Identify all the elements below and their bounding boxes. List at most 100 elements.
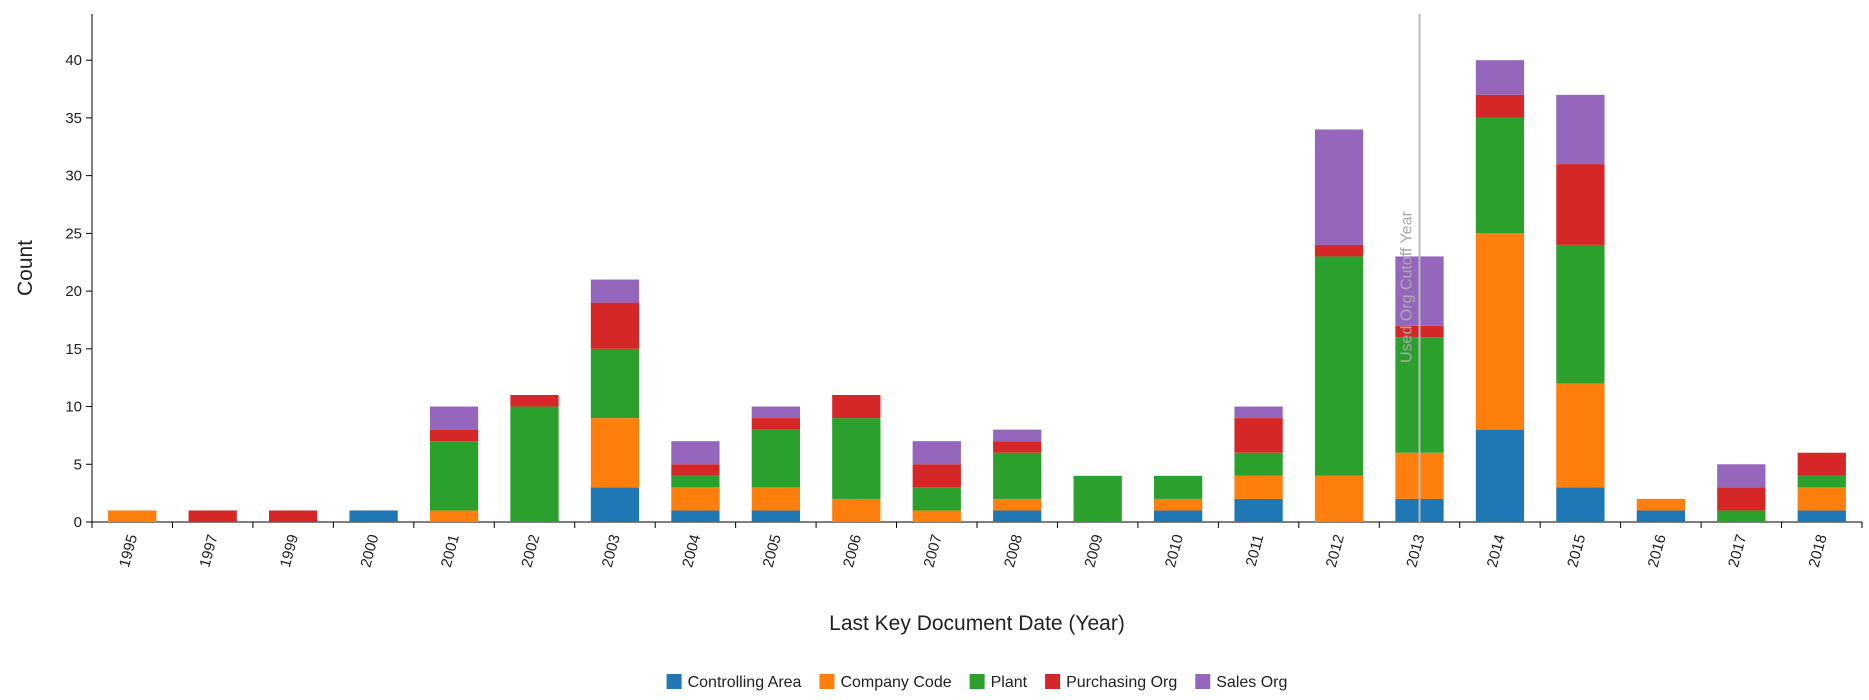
y-tick-label: 30 <box>65 168 82 185</box>
bar-segment <box>1475 429 1525 522</box>
bar-segment <box>751 406 800 419</box>
bar-segment <box>1717 464 1766 488</box>
bar-segment <box>993 429 1042 442</box>
bar-segment <box>590 279 640 303</box>
bar-segment <box>671 510 720 522</box>
x-tick-label: 2006 <box>840 533 865 570</box>
x-tick-label: 2013 <box>1403 533 1428 570</box>
legend-swatch <box>1045 674 1061 689</box>
legend-swatch <box>666 674 682 689</box>
bar-segment <box>429 441 479 511</box>
bar-segment <box>832 418 881 499</box>
x-tick-label: 2009 <box>1081 533 1106 570</box>
bar-segment <box>429 406 479 430</box>
y-tick-label: 5 <box>74 456 82 473</box>
x-tick-label: 2016 <box>1645 533 1670 570</box>
annotation-label: Used Org Cutoff Year <box>1399 211 1416 363</box>
bar-segment <box>912 464 961 488</box>
bar-segment <box>832 395 881 419</box>
y-tick-label: 20 <box>65 283 82 300</box>
bar-segment <box>1797 510 1846 522</box>
bar-segment <box>1475 117 1525 234</box>
bar-segment <box>671 464 720 476</box>
bar-segment <box>671 487 720 511</box>
bar-segment <box>1636 498 1685 511</box>
y-tick-label: 25 <box>65 225 82 242</box>
x-tick-label: 2001 <box>438 533 463 570</box>
bar-segment <box>1556 487 1605 522</box>
y-tick-label: 40 <box>65 52 82 69</box>
bar-segment <box>1234 418 1283 453</box>
x-tick-label: 1997 <box>196 533 221 570</box>
x-tick-label: 2005 <box>760 533 785 570</box>
y-axis-label: Count <box>14 240 37 296</box>
x-tick-label: 2000 <box>357 533 382 570</box>
bar-segment <box>912 487 961 511</box>
x-tick-label: 2012 <box>1323 533 1348 570</box>
bar-segment <box>1556 164 1605 245</box>
bar-segment <box>751 487 800 511</box>
x-axis-label: Last Key Document Date (Year) <box>829 612 1125 635</box>
bar-segment <box>1475 233 1525 430</box>
bar-segment <box>1797 487 1846 511</box>
legend-label: Plant <box>991 674 1028 691</box>
bar-segment <box>590 302 640 349</box>
bar-segment <box>510 406 559 522</box>
bar-segment <box>1234 406 1283 419</box>
x-tick-label: 2017 <box>1725 533 1750 570</box>
bar-segment <box>1556 383 1605 488</box>
bar-segment <box>1636 510 1685 522</box>
bar-segment <box>1717 510 1766 522</box>
bar-segment <box>429 429 479 442</box>
bar-segment <box>269 510 318 522</box>
bar-segment <box>1314 244 1364 257</box>
y-tick-label: 0 <box>74 514 82 531</box>
legend-swatch <box>819 674 835 689</box>
bar-segment <box>1314 256 1364 476</box>
bar-segment <box>1073 475 1122 522</box>
bar-segment <box>671 441 720 465</box>
x-tick-label: 2008 <box>1001 533 1026 570</box>
legend-label: Sales Org <box>1216 674 1287 691</box>
bar-segment <box>188 510 237 522</box>
bar-segment <box>1475 60 1525 95</box>
x-tick-label: 2007 <box>921 533 946 570</box>
bar-segment <box>912 510 961 522</box>
bar-segment <box>349 510 398 522</box>
bar-segment <box>429 510 479 522</box>
x-tick-label: 2010 <box>1162 533 1187 570</box>
bar-segment <box>993 452 1042 499</box>
bar-segment <box>751 510 800 522</box>
x-tick-label: 2003 <box>599 533 624 570</box>
bar-segment <box>1234 498 1283 522</box>
bar-segment <box>832 498 881 522</box>
bar-segment <box>993 498 1042 511</box>
legend-swatch <box>1195 674 1211 689</box>
bar-segment <box>108 510 157 522</box>
x-tick-label: 2002 <box>518 533 543 570</box>
bar-segment <box>1234 475 1283 499</box>
legend-swatch <box>969 674 985 689</box>
bar-segment <box>1154 510 1203 522</box>
x-tick-label: 2015 <box>1564 533 1589 570</box>
bar-segment <box>993 510 1042 522</box>
bar-segment <box>1234 452 1283 476</box>
bar-segment <box>590 418 640 488</box>
bar-segment <box>1556 244 1605 384</box>
bar-segment <box>1154 498 1203 511</box>
y-tick-label: 10 <box>65 399 82 416</box>
x-tick-label: 2004 <box>679 533 704 570</box>
y-tick-label: 15 <box>65 341 82 358</box>
legend-label: Controlling Area <box>688 674 802 691</box>
bar-segment <box>751 429 800 488</box>
bar-segment <box>1717 487 1766 511</box>
x-tick-label: 2018 <box>1806 533 1831 570</box>
bar-segment <box>590 348 640 419</box>
bar-segment <box>1314 475 1364 522</box>
x-tick-label: 1995 <box>116 533 141 570</box>
bar-segment <box>590 487 640 522</box>
bar-segment <box>1154 475 1203 499</box>
bar-segment <box>1797 452 1846 476</box>
bar-segment <box>1314 129 1364 245</box>
